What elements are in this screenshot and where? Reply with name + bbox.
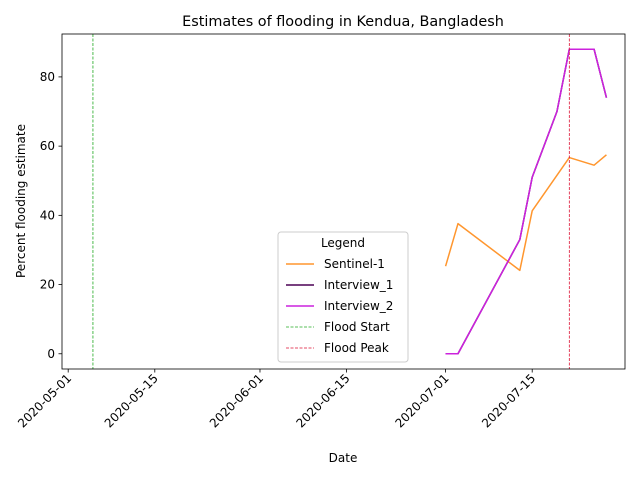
series-line-sentinel-1 bbox=[444, 154, 607, 272]
series-line-interview-1 bbox=[445, 48, 608, 355]
chart-title: Estimates of flooding in Kendua, Banglad… bbox=[182, 14, 504, 30]
legend: Legend Sentinel-1 Interview_1 Interview_2 F… bbox=[277, 231, 409, 363]
legend-label-flood-peak: Flood Peak bbox=[324, 341, 389, 355]
x-axis-label: Date bbox=[329, 451, 358, 465]
y-tick-label: 80 bbox=[40, 70, 55, 84]
y-tick-label: 20 bbox=[40, 278, 55, 292]
x-tick-label: 2020-07-15 bbox=[479, 371, 538, 430]
y-tick-label: 0 bbox=[47, 347, 55, 361]
series-line-interview-2 bbox=[445, 48, 608, 355]
legend-title: Legend bbox=[321, 236, 365, 250]
legend-items: Sentinel-1 Interview_1 Interview_2 Flood St… bbox=[286, 257, 393, 355]
axes-frame bbox=[61, 33, 626, 370]
plot-area bbox=[92, 34, 608, 369]
legend-label-flood-start: Flood Start bbox=[324, 320, 390, 334]
y-axis-label: Percent flooding estimate bbox=[14, 124, 28, 278]
x-tick-label: 2020-06-01 bbox=[207, 371, 266, 430]
legend-label-sentinel-1: Sentinel-1 bbox=[324, 257, 385, 271]
legend-label-interview-1: Interview_1 bbox=[324, 278, 393, 292]
x-tick-label: 2020-06-15 bbox=[293, 371, 352, 430]
x-tick-label: 2020-05-01 bbox=[15, 371, 74, 430]
y-tick-label: 40 bbox=[40, 208, 55, 222]
y-tick-label: 60 bbox=[40, 139, 55, 153]
x-tick-label: 2020-07-01 bbox=[392, 371, 451, 430]
legend-label-interview-2: Interview_2 bbox=[324, 299, 393, 313]
x-tick-label: 2020-05-15 bbox=[102, 371, 161, 430]
